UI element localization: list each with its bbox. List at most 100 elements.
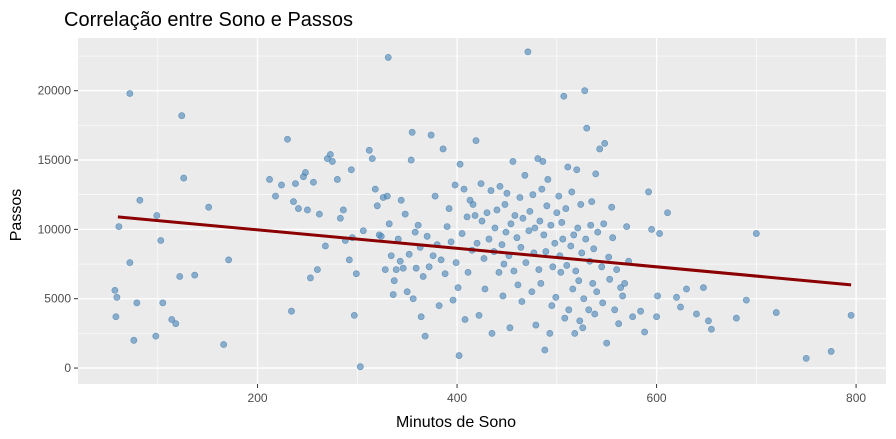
data-point [491,224,499,232]
data-point [172,320,180,328]
data-point [742,296,750,304]
y-axis-title: Passos [8,189,25,241]
data-point [472,137,480,145]
data-point [469,201,477,208]
data-point [316,210,323,218]
data-point [225,256,233,264]
data-point [113,293,121,301]
data-point [401,210,409,218]
data-point [302,169,309,176]
data-point [220,341,228,348]
data-point [562,205,570,212]
data-point [576,317,584,325]
data-point [307,274,314,282]
data-point [608,203,616,211]
data-point [407,156,415,164]
data-point [526,207,534,215]
data-point [522,259,530,267]
data-point [112,313,120,321]
data-point [126,259,134,267]
data-point [365,146,373,154]
data-point [518,298,526,305]
x-axis-title: Minutos de Sono [396,414,516,431]
data-point [383,192,391,200]
data-point [471,212,479,219]
data-point [519,214,527,222]
data-point [278,181,285,189]
data-point [456,160,464,168]
data-point [191,271,199,279]
data-point [441,270,449,278]
data-point [641,328,648,336]
data-point [587,221,595,229]
data-point [600,220,608,228]
data-point [500,260,508,268]
data-point [503,189,511,197]
y-tick-label: 10000 [38,222,72,236]
data-point [559,235,567,243]
data-point [272,192,279,200]
data-point [514,281,522,289]
data-point [157,237,165,244]
data-point [528,288,536,296]
y-tick-label: 0 [64,361,71,375]
data-point [321,242,329,250]
data-point [525,227,533,235]
data-point [590,245,598,253]
data-point [477,180,485,188]
data-point [339,206,347,214]
data-point [417,313,425,321]
data-point [493,206,501,214]
data-point [288,307,295,315]
data-point [423,232,431,240]
data-point [599,299,607,307]
data-point [397,196,405,204]
data-point [546,329,554,337]
data-point [314,266,321,273]
data-point [336,214,344,222]
data-point [802,354,810,362]
data-point [521,171,529,179]
data-point [461,316,469,323]
data-point [605,253,613,261]
data-point [111,286,119,294]
data-point [572,267,580,275]
data-point [419,273,427,280]
data-point [552,293,560,301]
data-point [425,263,433,271]
data-point [619,292,627,300]
data-point [585,306,593,314]
chart-title: Correlação entre Sono e Passos [64,9,353,31]
data-point [387,252,395,260]
data-point [502,228,510,236]
trend-line [117,215,852,287]
data-point [583,124,591,132]
data-point [499,292,507,300]
data-point [611,306,619,314]
data-point [389,291,397,298]
data-point [449,296,457,304]
data-point [443,223,451,231]
plot-panel [78,38,886,384]
data-point [541,346,549,354]
data-point [568,188,576,196]
data-point [656,230,663,237]
data-point [350,311,358,319]
data-point [547,221,555,229]
data-point [498,241,506,249]
data-point [511,212,519,219]
data-point [598,263,606,271]
data-point [565,306,573,314]
x-tick-label: 800 [846,391,866,405]
data-point [403,288,411,296]
data-point [537,280,545,287]
data-point [567,242,575,250]
data-point [683,285,690,293]
data-point [506,324,514,332]
data-point [653,313,660,321]
data-point [540,231,548,239]
data-point [290,198,297,206]
data-point [447,238,455,246]
data-point [390,277,398,285]
